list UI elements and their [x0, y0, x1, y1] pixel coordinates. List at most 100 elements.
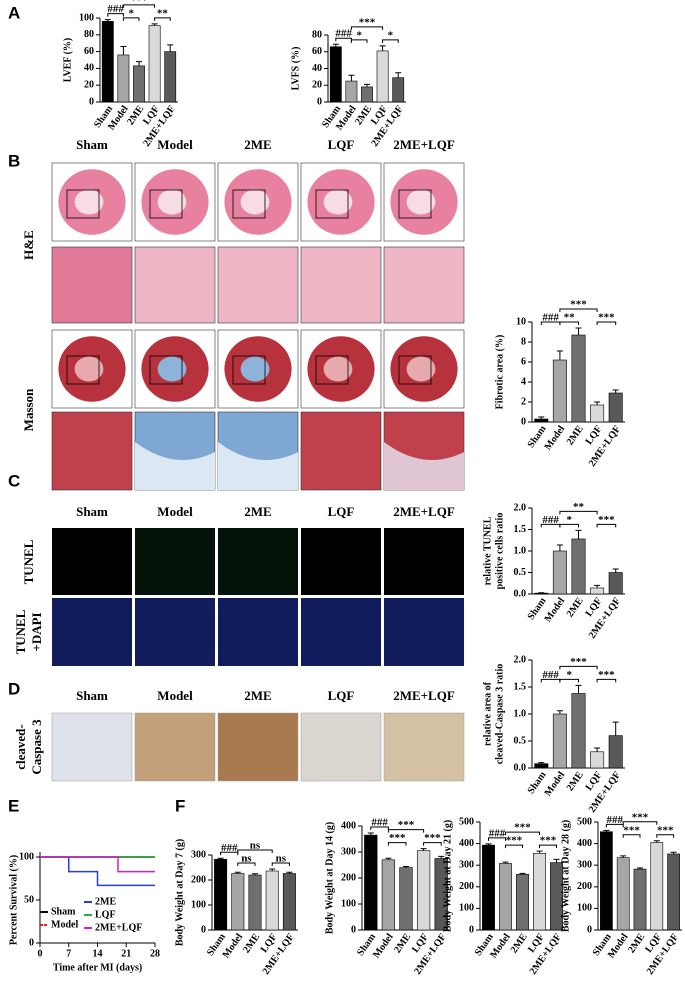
significance-bracket — [539, 844, 557, 849]
significance-label: ### — [542, 312, 559, 324]
lumen — [240, 189, 270, 215]
micrograph-zoom — [300, 411, 382, 491]
row-label: Caspase 3 — [29, 719, 44, 775]
error-bar — [403, 866, 409, 868]
significance-bracket — [350, 39, 368, 43]
y-axis-title: positive cells ratio — [494, 513, 505, 590]
y-tick-label: 0 — [587, 924, 592, 935]
significance-label: *** — [623, 824, 640, 836]
significance-label: *** — [506, 835, 523, 847]
error-bar — [538, 416, 545, 419]
significance-label: ### — [542, 669, 559, 681]
bar — [499, 863, 512, 931]
significance-label: ns — [241, 853, 252, 865]
significance-bracket — [387, 829, 425, 833]
bar — [329, 46, 342, 103]
micrograph — [301, 528, 381, 595]
panel-label: E — [8, 796, 19, 815]
significance-bracket — [622, 821, 658, 825]
bar — [571, 538, 586, 595]
y-tick-label: 0 — [29, 937, 34, 948]
y-axis-title: Body Weight at Day 14 (g) — [324, 822, 335, 934]
significance-bracket — [382, 39, 399, 43]
significance-label: ** — [564, 312, 576, 324]
y-tick-label: 100 — [341, 898, 356, 909]
significance-bracket — [559, 510, 598, 515]
column-label: 2ME — [244, 688, 271, 703]
error-bar — [167, 44, 174, 52]
error-bar — [575, 529, 582, 539]
x-tick-label: 2ME — [353, 103, 374, 127]
significance-bracket — [350, 26, 384, 30]
bar — [608, 392, 623, 423]
column-label: Sham — [76, 688, 108, 703]
y-tick-label: 40 — [312, 63, 322, 74]
y-tick-label: 0.5 — [514, 567, 527, 578]
error-bar — [485, 843, 492, 846]
significance-label: *** — [570, 656, 587, 668]
micrograph — [135, 598, 215, 666]
bar — [392, 77, 405, 103]
significance-label: *** — [540, 835, 557, 847]
bar — [248, 874, 262, 931]
significance-bracket — [220, 851, 239, 856]
y-tick-label: 8 — [521, 336, 526, 347]
legend-label: LQF — [95, 909, 116, 920]
error-bar — [612, 568, 619, 573]
y-tick-label: 50 — [24, 894, 34, 905]
significance-label: *** — [389, 832, 406, 844]
y-tick-label: 2 — [521, 396, 526, 407]
y-tick-label: 400 — [577, 838, 592, 849]
significance-label: ### — [107, 3, 124, 15]
error-bar — [252, 873, 258, 875]
significance-label: ### — [489, 827, 506, 839]
legend-label: 2ME+LQF — [95, 922, 142, 933]
y-tick-label: 400 — [341, 820, 356, 831]
bar — [590, 751, 605, 769]
micrograph — [384, 598, 464, 666]
y-tick-label: 20 — [84, 79, 94, 90]
error-bar — [594, 584, 601, 588]
y-tick-label: 300 — [341, 846, 356, 857]
y-axis-title: relative area of — [482, 681, 493, 746]
x-tick-label: 2ME — [241, 931, 262, 955]
x-tick-label: 2ME — [565, 423, 586, 447]
y-tick-label: 0 — [521, 416, 526, 427]
significance-bracket — [596, 678, 617, 683]
error-bar — [120, 46, 127, 55]
y-axis-title: Body Weight at Day 28 (g) — [560, 820, 571, 932]
error-bar — [286, 871, 293, 874]
significance-bracket — [559, 523, 579, 528]
bar — [590, 404, 605, 423]
y-tick-label: 300 — [459, 859, 474, 870]
bar — [608, 572, 623, 595]
x-tick-label: Model — [543, 596, 568, 625]
bar — [231, 873, 245, 931]
row-label: Masson — [21, 388, 36, 431]
y-tick-label: 60 — [312, 46, 322, 57]
significance-bracket — [237, 862, 256, 866]
panel-label: F — [175, 796, 185, 815]
micrograph — [218, 598, 298, 666]
zoom-box — [398, 189, 432, 219]
y-tick-label: 500 — [459, 816, 474, 827]
legend-label: Model — [51, 919, 78, 930]
bar — [376, 50, 389, 103]
y-tick-label: 100 — [79, 12, 94, 23]
y-tick-label: 60 — [84, 46, 94, 57]
error-bar — [364, 83, 370, 87]
bar — [101, 21, 114, 103]
lumen — [323, 189, 353, 215]
bar — [552, 550, 567, 595]
column-label: Sham — [76, 504, 108, 519]
significance-bracket — [122, 17, 140, 21]
y-tick-label: 80 — [312, 29, 322, 40]
error-bar — [136, 61, 142, 66]
error-bar — [348, 74, 355, 82]
y-tick-label: 300 — [577, 859, 592, 870]
significance-bracket — [559, 665, 598, 670]
y-axis-title: LVEF (%) — [62, 38, 73, 83]
significance-label: * — [566, 669, 572, 681]
error-bar — [502, 861, 509, 864]
significance-label: ns — [276, 853, 287, 865]
